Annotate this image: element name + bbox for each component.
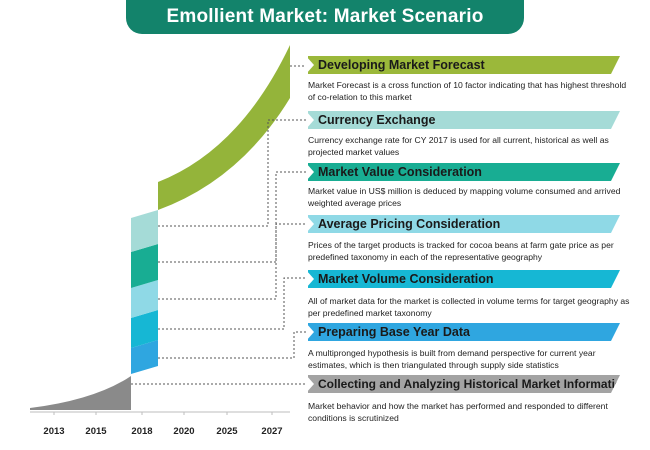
year-label: 2013 bbox=[43, 426, 65, 437]
stage-description: Currency exchange rate for CY 2017 is us… bbox=[308, 135, 609, 157]
segment-average-pricing bbox=[131, 280, 158, 318]
page-title: Emollient Market: Market Scenario bbox=[126, 0, 524, 34]
segment-market-value bbox=[131, 244, 158, 288]
stage-title: Developing Market Forecast bbox=[318, 58, 485, 72]
stage-bar-base-year: Preparing Base Year Data bbox=[308, 323, 620, 341]
stage-title: Market Volume Consideration bbox=[318, 272, 494, 286]
stage-bar-market-value: Market Value Consideration bbox=[308, 163, 620, 181]
stage-bar-market-volume: Market Volume Consideration bbox=[308, 270, 620, 288]
stage-title: Average Pricing Consideration bbox=[318, 217, 501, 231]
stage-title: Currency Exchange bbox=[318, 113, 436, 127]
segment-base-year bbox=[131, 340, 158, 374]
segment-market-volume bbox=[131, 310, 158, 348]
year-label: 2015 bbox=[85, 426, 107, 437]
stage-title: Preparing Base Year Data bbox=[318, 325, 470, 339]
stage-bar-historical-information: Collecting and Analyzing Historical Mark… bbox=[308, 375, 620, 393]
stage-description: Market Forecast is a cross function of 1… bbox=[308, 80, 627, 102]
stage-title: Collecting and Analyzing Historical Mark… bbox=[318, 377, 630, 391]
stage-bar-average-pricing: Average Pricing Consideration bbox=[308, 215, 620, 233]
stage-bar-currency-exchange: Currency Exchange bbox=[308, 111, 620, 129]
connector-base-year bbox=[158, 331, 306, 359]
year-label: 2027 bbox=[261, 426, 283, 437]
stage-bar-developing-forecast: Developing Market Forecast bbox=[308, 56, 620, 74]
year-label: 2020 bbox=[173, 426, 195, 437]
connector-lines bbox=[131, 65, 306, 385]
stage-description: All of market data for the market is col… bbox=[308, 296, 630, 318]
historical-curve bbox=[30, 376, 131, 410]
forecast-curve bbox=[158, 45, 290, 210]
connector-market-volume bbox=[158, 277, 306, 330]
stage-description: Market value in US$ million is deduced b… bbox=[308, 186, 621, 208]
year-label: 2018 bbox=[131, 426, 153, 437]
stage-description: Market behavior and how the market has p… bbox=[308, 401, 608, 423]
stage-description: A multipronged hypothesis is built from … bbox=[308, 348, 596, 370]
stage-description: Prices of the target products is tracked… bbox=[308, 240, 614, 262]
connector-average-pricing bbox=[158, 223, 306, 300]
x-axis-ticks bbox=[53, 412, 273, 415]
segment-currency-exchange bbox=[131, 210, 158, 252]
year-label: 2025 bbox=[216, 426, 238, 437]
stage-title: Market Value Consideration bbox=[318, 165, 482, 179]
